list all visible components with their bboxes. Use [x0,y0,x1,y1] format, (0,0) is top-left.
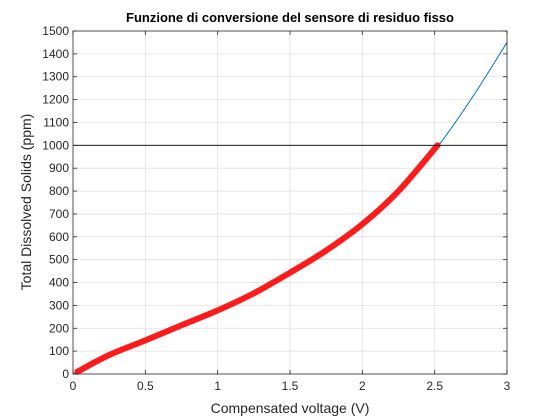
y-tick-label: 1200 [42,93,69,107]
y-tick-label: 1300 [42,70,69,84]
y-tick-label: 700 [49,207,69,221]
y-axis-label: Total Dissolved Solids (ppm) [18,114,34,291]
y-tick-label: 1400 [42,47,69,61]
y-tick-label: 200 [49,321,69,335]
x-tick-label: 1 [214,379,221,393]
y-tick-label: 500 [49,253,69,267]
y-tick-label: 600 [49,230,69,244]
y-tick-label: 300 [49,298,69,312]
grid [73,31,507,374]
y-tick-label: 1100 [43,115,69,129]
x-tick-label: 3 [504,379,511,393]
series-group [72,42,508,375]
series-line-red [74,142,441,375]
x-axis-label: Compensated voltage (V) [211,400,370,416]
y-tick-label: 1000 [42,138,69,152]
chart-title: Funzione di conversione del sensore di r… [126,10,454,25]
y-tick-label: 100 [49,344,69,358]
ticks: 0 0.5 1 1.5 2 2.5 3 0 100 200 300 400 500 600 700 800 90… [42,24,510,393]
x-tick-label: 2.5 [426,379,443,393]
x-tick-label: 0.5 [137,379,154,393]
y-tick-label: 0 [62,367,69,381]
y-tick-label: 900 [49,161,69,175]
x-tick-label: 1.5 [282,379,299,393]
x-tick-label: 0 [70,379,77,393]
x-tick-label: 2 [359,379,366,393]
y-tick-label: 800 [49,184,69,198]
y-tick-label: 1500 [42,24,69,38]
y-tick-label: 400 [49,276,69,290]
